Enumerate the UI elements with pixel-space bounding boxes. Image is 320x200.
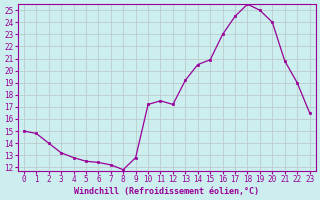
X-axis label: Windchill (Refroidissement éolien,°C): Windchill (Refroidissement éolien,°C) [74,187,259,196]
